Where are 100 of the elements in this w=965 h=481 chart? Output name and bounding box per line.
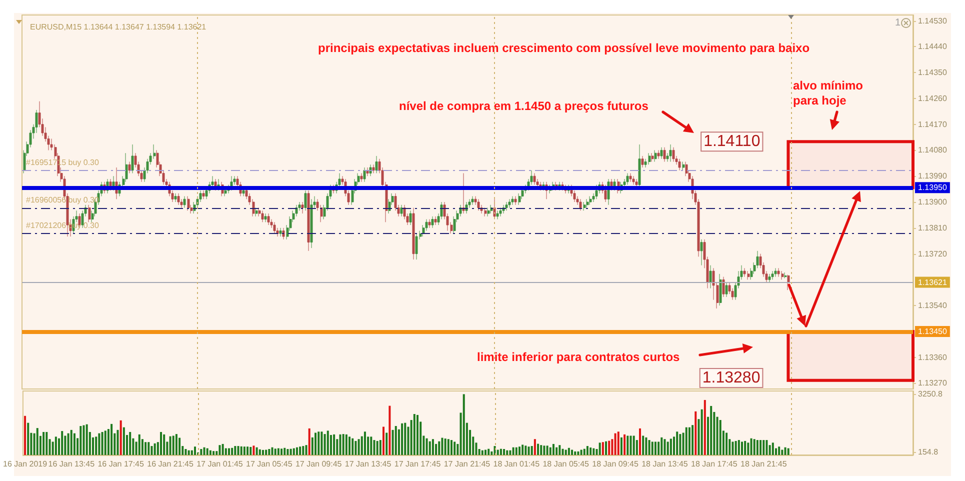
bar: [781, 450, 784, 455]
bar: [664, 439, 666, 455]
bar: [571, 450, 574, 455]
candlestick: [415, 233, 418, 260]
bar: [318, 432, 320, 455]
bar: [358, 439, 360, 455]
bar: [203, 447, 206, 455]
bar: [528, 446, 530, 455]
x-tick-label: 18 Jan 17:45: [691, 460, 738, 468]
candlestick: [264, 213, 267, 222]
candlestick: [784, 272, 787, 278]
candlestick: [255, 208, 258, 217]
bar: [240, 446, 242, 455]
bar: [772, 442, 774, 455]
bar: [200, 449, 202, 455]
candlestick: [632, 176, 635, 185]
bar: [144, 442, 147, 455]
candlestick: [183, 196, 186, 208]
bar: [150, 446, 153, 455]
bar: [243, 446, 246, 455]
bar: [454, 442, 456, 455]
bar: [122, 427, 125, 455]
candlestick: [224, 187, 227, 196]
candlestick: [709, 265, 712, 289]
bar: [268, 449, 270, 455]
bar: [719, 420, 722, 455]
bar: [648, 440, 650, 455]
bar: [577, 451, 580, 455]
candlestick: [363, 167, 366, 182]
bar: [760, 440, 762, 455]
candlestick: [648, 152, 651, 165]
candlestick: [499, 208, 502, 217]
bar: [546, 446, 548, 455]
bar: [231, 448, 234, 455]
bar: [450, 440, 452, 455]
bar: [552, 444, 554, 455]
x-tick-label: 18 Jan 09:45: [592, 460, 639, 468]
bar: [212, 451, 215, 455]
bar: [462, 394, 465, 455]
candlestick: [768, 274, 771, 283]
bar: [438, 441, 440, 455]
bar: [608, 440, 610, 455]
candlestick: [781, 270, 784, 280]
bar: [750, 438, 752, 455]
candlestick: [508, 198, 511, 208]
candlestick: [267, 213, 270, 226]
candlestick: [177, 193, 180, 206]
candlestick: [663, 147, 666, 162]
bar: [626, 436, 629, 455]
bar: [676, 432, 678, 455]
annotation: limite inferior para contratos curtos: [477, 350, 680, 364]
bar: [314, 432, 317, 455]
bar: [120, 420, 122, 455]
x-tick-label: 18 Jan 05:45: [542, 460, 590, 468]
y-tick-label: 1.13900: [918, 198, 948, 206]
bar: [509, 450, 512, 455]
candlestick: [641, 156, 644, 168]
bar: [568, 448, 570, 455]
candlestick: [787, 274, 790, 290]
candlestick: [304, 190, 307, 211]
y-tick-label: 1.14530: [918, 16, 948, 26]
bar: [27, 422, 30, 455]
bar: [116, 430, 119, 455]
bar: [86, 424, 88, 455]
candlestick: [360, 172, 363, 182]
candlestick: [629, 172, 632, 182]
bar: [333, 434, 336, 455]
candlestick: [589, 196, 592, 206]
bar: [70, 430, 72, 455]
candlestick: [657, 150, 660, 160]
bar: [129, 432, 132, 455]
y-tick-label: 1.13810: [918, 223, 948, 232]
bar: [292, 448, 295, 455]
candlestick: [660, 147, 663, 160]
y-tick-label: 1.13720: [918, 249, 948, 258]
candlestick: [511, 196, 514, 206]
bar: [500, 448, 502, 455]
candlestick: [282, 228, 285, 240]
bar: [138, 434, 140, 455]
bar: [354, 440, 357, 455]
bar: [580, 450, 582, 455]
bar: [218, 445, 221, 455]
bar: [352, 438, 354, 455]
bar: [642, 436, 644, 455]
candlestick: [514, 196, 517, 206]
bar: [574, 451, 576, 455]
candlestick: [654, 150, 657, 162]
bar: [104, 430, 106, 455]
bar: [658, 442, 660, 455]
candlestick: [722, 276, 725, 298]
bar: [512, 447, 514, 455]
y-tick-label: 1.14080: [918, 146, 948, 155]
bar: [172, 436, 174, 455]
bar: [320, 432, 323, 455]
bar: [98, 433, 100, 455]
bar: [704, 400, 706, 455]
bar: [740, 442, 743, 455]
bar: [274, 448, 276, 455]
bar: [67, 433, 70, 455]
bar: [382, 426, 385, 455]
